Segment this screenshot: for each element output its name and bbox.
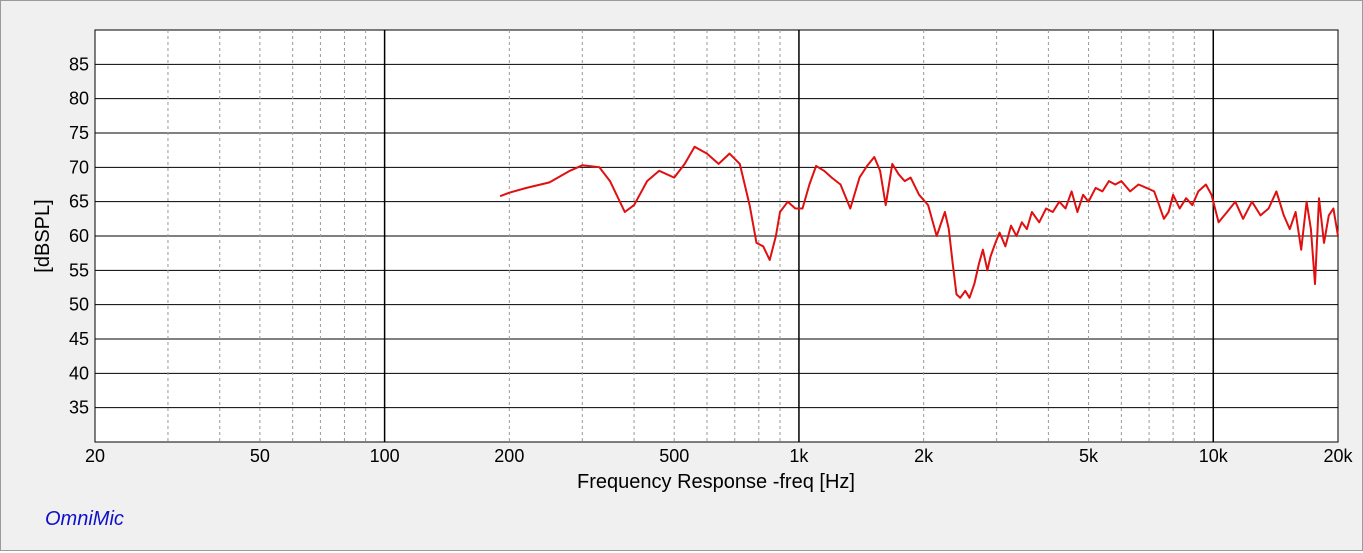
x-tick-label: 200 [494,446,524,466]
x-tick-label: 50 [250,446,270,466]
y-tick-label: 50 [69,295,89,315]
y-tick-label: 60 [69,226,89,246]
x-tick-label: 2k [914,446,934,466]
x-tick-labels: 20 50 100 200 500 1k 2k 5k 10k 20k [85,446,1354,466]
y-tick-label: 40 [69,363,89,383]
y-tick-label: 35 [69,398,89,418]
frequency-response-trace [499,145,1339,299]
y-tick-label: 75 [69,123,89,143]
x-tick-label: 10k [1199,446,1229,466]
x-tick-label: 20 [85,446,105,466]
y-tick-label: 80 [69,89,89,109]
y-tick-label: 55 [69,260,89,280]
x-tick-label: 1k [789,446,809,466]
y-tick-label: 65 [69,192,89,212]
grid [95,30,1338,442]
x-tick-label: 100 [370,446,400,466]
x-axis-title: Frequency Response -freq [Hz] [577,471,855,493]
y-tick-label: 85 [69,54,89,74]
y-tick-label: 70 [69,157,89,177]
brand-label: OmniMic [45,508,124,530]
x-tick-label: 5k [1079,446,1099,466]
y-tick-labels: 35 40 45 50 55 60 65 70 75 80 85 [69,54,89,417]
x-tick-label: 20k [1323,446,1353,466]
y-axis-title: [dBSPL] [32,199,54,272]
y-tick-label: 45 [69,329,89,349]
x-tick-label: 500 [659,446,689,466]
